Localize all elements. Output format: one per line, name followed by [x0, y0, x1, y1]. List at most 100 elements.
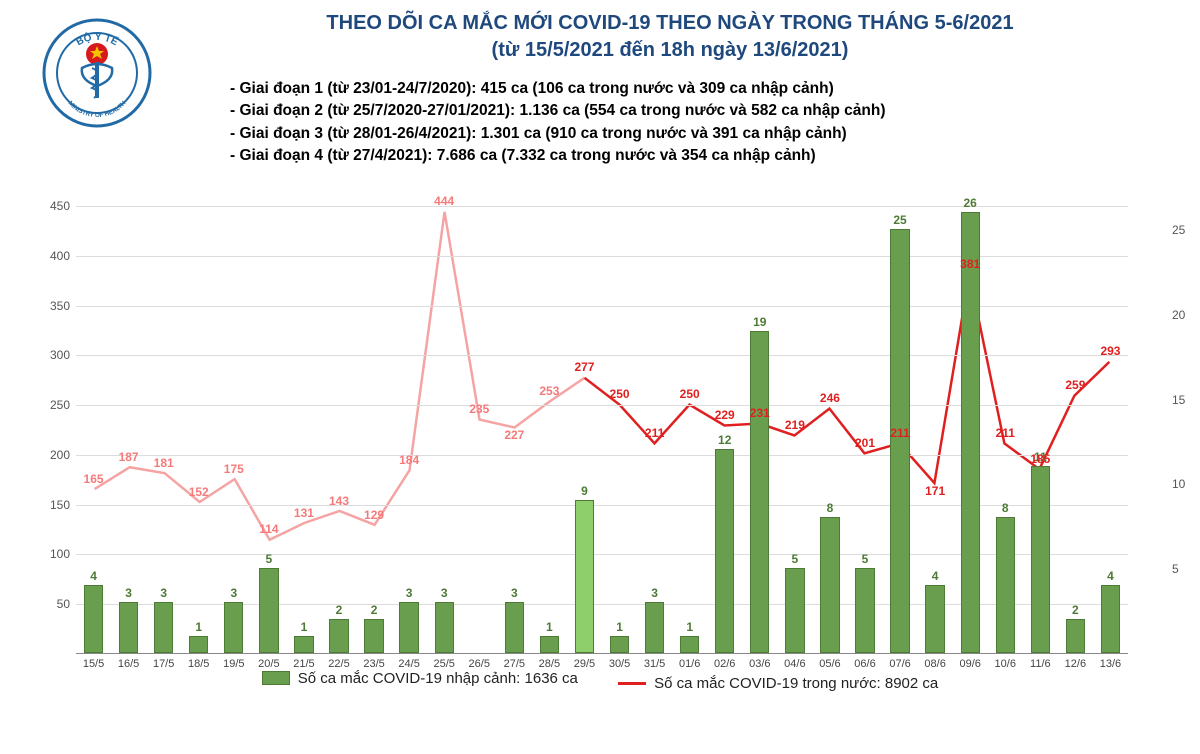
bar — [364, 619, 383, 653]
bar — [961, 212, 980, 653]
bar-value-label: 26 — [964, 196, 977, 210]
bar — [154, 602, 173, 653]
x-tick-label: 01/6 — [679, 658, 700, 670]
bar — [540, 636, 559, 653]
y-left-tick-label: 300 — [50, 348, 70, 362]
x-tick-label: 09/6 — [959, 658, 980, 670]
x-tick-label: 22/5 — [328, 658, 349, 670]
bar-value-label: 3 — [651, 586, 658, 600]
y-right-tick-label: 25 — [1172, 223, 1185, 237]
bar-value-label: 25 — [893, 213, 906, 227]
bar — [1031, 466, 1050, 653]
x-tick-label: 06/6 — [854, 658, 875, 670]
info-line: - Giai đoạn 2 (từ 25/7/2020-27/01/2021):… — [230, 100, 886, 122]
x-tick-label: 31/5 — [644, 658, 665, 670]
x-tick-label: 04/6 — [784, 658, 805, 670]
x-tick-label: 02/6 — [714, 658, 735, 670]
x-tick-label: 27/5 — [504, 658, 525, 670]
bar-value-label: 8 — [827, 501, 834, 515]
bar — [610, 636, 629, 653]
chart-container: 5010015020025030035040045051015202543313… — [38, 196, 1162, 696]
line-value-label: 201 — [855, 436, 875, 450]
x-tick-label: 28/5 — [539, 658, 560, 670]
line-value-label: 259 — [1065, 378, 1085, 392]
info-line: - Giai đoạn 4 (từ 27/4/2021): 7.686 ca (… — [230, 145, 886, 167]
plot-area: 5010015020025030035040045051015202543313… — [76, 196, 1128, 654]
bar-value-label: 8 — [1002, 501, 1009, 515]
legend-line-label: Số ca mắc COVID-19 trong nước: 8902 ca — [654, 675, 938, 692]
bar-value-label: 3 — [406, 586, 413, 600]
line-value-label: 231 — [750, 406, 770, 420]
line-value-label: 293 — [1100, 344, 1120, 358]
y-left-tick-label: 450 — [50, 199, 70, 213]
y-left-tick-label: 100 — [50, 547, 70, 561]
info-line: - Giai đoạn 1 (từ 23/01-24/7/2020): 415 … — [230, 78, 886, 100]
legend: Số ca mắc COVID-19 nhập cảnh: 1636 ca Số… — [38, 670, 1162, 693]
chart-title: THEO DÕI CA MẮC MỚI COVID-19 THEO NGÀY T… — [180, 10, 1160, 64]
legend-bar: Số ca mắc COVID-19 nhập cảnh: 1636 ca — [262, 670, 578, 687]
bar — [645, 602, 664, 653]
y-left-tick-label: 250 — [50, 398, 70, 412]
info-line: - Giai đoạn 3 (từ 28/01-26/4/2021): 1.30… — [230, 123, 886, 145]
bar — [259, 568, 278, 653]
bar-value-label: 1 — [195, 620, 202, 634]
bar-value-label: 3 — [230, 586, 237, 600]
bar-value-label: 5 — [862, 552, 869, 566]
bar — [820, 517, 839, 653]
line-value-label: 211 — [890, 426, 909, 440]
x-tick-label: 07/6 — [889, 658, 910, 670]
bar-value-label: 3 — [160, 586, 167, 600]
x-tick-label: 18/5 — [188, 658, 209, 670]
line-value-label: 246 — [820, 391, 840, 405]
bar — [119, 602, 138, 653]
x-tick-label: 16/5 — [118, 658, 139, 670]
x-tick-label: 30/5 — [609, 658, 630, 670]
y-left-tick-label: 200 — [50, 448, 70, 462]
y-left-tick-label: 50 — [57, 597, 70, 611]
legend-bar-label: Số ca mắc COVID-19 nhập cảnh: 1636 ca — [298, 670, 578, 687]
bar — [890, 229, 909, 653]
x-tick-label: 24/5 — [398, 658, 419, 670]
legend-line: Số ca mắc COVID-19 trong nước: 8902 ca — [618, 675, 938, 692]
line-value-label: 184 — [399, 453, 419, 467]
line-value-label: 211 — [996, 426, 1015, 440]
y-right-tick-label: 10 — [1172, 477, 1185, 491]
line-value-label: 181 — [154, 456, 174, 470]
bar-value-label: 4 — [90, 569, 97, 583]
x-tick-label: 12/6 — [1065, 658, 1086, 670]
bar-value-label: 5 — [792, 552, 799, 566]
bar — [435, 602, 454, 653]
bar — [855, 568, 874, 653]
line-value-label: 114 — [259, 522, 278, 536]
line-value-label: 187 — [119, 450, 139, 464]
bar — [399, 602, 418, 653]
bar — [925, 585, 944, 653]
line-value-label: 219 — [785, 418, 805, 432]
x-tick-label: 03/6 — [749, 658, 770, 670]
line-value-label: 444 — [434, 194, 454, 208]
y-left-tick-label: 350 — [50, 299, 70, 313]
x-tick-label: 17/5 — [153, 658, 174, 670]
line-value-label: 165 — [84, 472, 104, 486]
bar — [785, 568, 804, 653]
x-tick-label: 08/6 — [924, 658, 945, 670]
bar — [84, 585, 103, 653]
bar-value-label: 1 — [686, 620, 693, 634]
y-right-tick-label: 5 — [1172, 562, 1179, 576]
bar-value-label: 5 — [266, 552, 273, 566]
bar-value-label: 12 — [718, 433, 731, 447]
bar — [575, 500, 594, 653]
line-value-label: 250 — [680, 387, 700, 401]
x-tick-label: 19/5 — [223, 658, 244, 670]
x-tick-label: 23/5 — [363, 658, 384, 670]
x-tick-label: 20/5 — [258, 658, 279, 670]
bar — [224, 602, 243, 653]
y-left-tick-label: 400 — [50, 249, 70, 263]
bar-value-label: 19 — [753, 315, 766, 329]
bar-value-label: 1 — [301, 620, 308, 634]
bar-value-label: 2 — [1072, 603, 1079, 617]
line-value-label: 152 — [189, 485, 209, 499]
bar-value-label: 3 — [125, 586, 132, 600]
line-value-label: 227 — [504, 428, 524, 442]
bar — [1066, 619, 1085, 653]
